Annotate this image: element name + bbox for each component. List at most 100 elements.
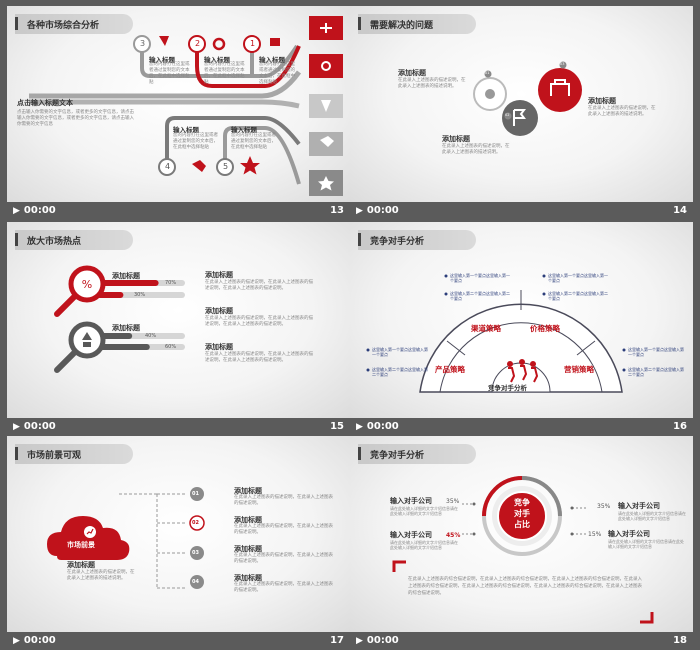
company-pct: 15% <box>588 531 602 538</box>
time-label: 00:00 <box>366 635 399 646</box>
item-title: 添加标题 <box>234 487 262 495</box>
slide-thumb-16[interactable]: 竞争对手分析 产品策略 渠道策略 价格策略 营销策略 竞争对手分析 这里输入第一… <box>350 222 693 436</box>
summary-text: 在此录入上述图表的综合描述说明，在此录入上述图表的综合描述说明，在此录入上述图表… <box>408 577 642 596</box>
share-ring <box>392 476 654 624</box>
slide-title: 竞争对手分析 <box>370 237 425 247</box>
slide-15: 放大市场热点 % 添加标题 70% 30% 添加标题 40% 60% 添加标题 … <box>7 222 350 418</box>
time-label: 00:00 <box>23 205 56 216</box>
cloud-title: 添加标题 <box>67 561 95 569</box>
company-pct: 35% <box>597 503 611 510</box>
company-pct: 45% <box>446 532 461 539</box>
slide-14: 需要解决的问题 01 02 03 添加标题 在此录入上述图表的描述说明，在此录入… <box>350 6 693 202</box>
slide-footer: ▶ 00:00 13 <box>7 202 350 220</box>
tab-icon-1 <box>320 23 332 33</box>
problem-diagram <box>473 61 582 136</box>
play-icon: ▶ <box>356 206 363 216</box>
item-title-highlight: 添加标题 <box>588 97 616 105</box>
title-bar <box>358 444 476 464</box>
title-bar <box>358 230 476 250</box>
company-title: 输入对手公司 <box>390 497 432 505</box>
item-title: 添加标题 <box>398 69 426 77</box>
slide-number: 15 <box>330 421 344 432</box>
slide-title: 市场前景可观 <box>27 451 82 461</box>
time-label: 00:00 <box>366 421 399 432</box>
lead-body: 点击输入你需要的文字信息，或者更多的文字信息，请点击输入你需要的文字信息，或者更… <box>17 110 134 127</box>
slide-number: 13 <box>330 205 344 216</box>
tab-tag-icon <box>320 136 334 147</box>
play-icon: ▶ <box>13 636 20 646</box>
item-title: 添加标题 <box>205 271 233 279</box>
item-title: 添加标题 <box>205 307 233 315</box>
company-pct: 35% <box>446 498 460 505</box>
item-title: 添加标题 <box>205 343 233 351</box>
time-label: 00:00 <box>23 421 56 432</box>
slide-16: 竞争对手分析 产品策略 渠道策略 价格策略 营销策略 竞争对手分析 这里输入第一… <box>350 222 693 418</box>
slide-footer: ▶ 00:00 18 <box>350 632 693 650</box>
time-label: 00:00 <box>23 635 56 646</box>
slide-footer: ▶ 00:00 14 <box>350 202 693 220</box>
slide-title: 放大市场热点 <box>27 237 82 247</box>
time-label: 00:00 <box>366 205 399 216</box>
cloud-tree <box>47 487 205 589</box>
slide-18: 竞争对手分析 竞争 对手 占比 输入对手公司 35% 请在此处输入详细的文字介绍… <box>350 436 693 632</box>
item-title: 添加标题 <box>442 135 470 143</box>
company-title-highlight: 输入对手公司 <box>390 531 432 539</box>
step-num-5: 5 <box>222 162 229 171</box>
title-bar <box>15 14 133 34</box>
slide-13: 各种市场综合分析 <box>7 6 350 202</box>
lead-title: 点击输入标题文本 <box>17 99 73 107</box>
item-title: 添加标题 <box>234 545 262 553</box>
bar-title: 添加标题 <box>112 272 140 280</box>
item-title: 输入标题 <box>173 126 199 134</box>
gear-icon <box>212 37 226 51</box>
tab-pen-icon <box>321 100 331 112</box>
percent-icon: % <box>82 278 92 291</box>
slide-number: 18 <box>673 635 687 646</box>
progress-bar-60 <box>97 344 150 350</box>
play-icon: ▶ <box>356 636 363 646</box>
slide-title: 竞争对手分析 <box>370 451 425 461</box>
segment-channel: 渠道策略 <box>471 324 501 333</box>
slide-title: 需要解决的问题 <box>370 21 434 31</box>
route-diagram <box>29 16 343 196</box>
slide-footer: ▶ 00:00 17 <box>7 632 350 650</box>
trophy-icon <box>485 89 495 99</box>
step-num-2: 2 <box>194 39 201 48</box>
tab-gear-icon <box>321 61 331 71</box>
item-title: 输入标题 <box>259 56 285 64</box>
title-bar <box>15 444 133 464</box>
slide-thumb-15[interactable]: 放大市场热点 % 添加标题 70% 30% 添加标题 40% 60% 添加标题 … <box>7 222 350 436</box>
item-title-highlight: 添加标题 <box>234 516 262 524</box>
slide-number: 14 <box>673 205 687 216</box>
slide-thumb-17[interactable]: 市场前景可观 市场前景 添加标题 在此录入上述图表的描述说明，在此录入上述图表的… <box>7 436 350 650</box>
strategy-fan <box>366 274 626 393</box>
title-bar <box>15 230 133 250</box>
slide-number: 17 <box>330 635 344 646</box>
center-label: 竞争 对手 占比 <box>514 498 530 529</box>
title-bar <box>358 14 476 34</box>
slide-thumb-18[interactable]: 竞争对手分析 竞争 对手 占比 输入对手公司 35% 请在此处输入详细的文字介绍… <box>350 436 693 650</box>
star-icon <box>240 156 260 175</box>
tag-icon <box>192 160 206 172</box>
step-num-1: 1 <box>249 39 256 48</box>
slide-footer: ▶ 00:00 16 <box>350 418 693 436</box>
slide-footer: ▶ 00:00 15 <box>7 418 350 436</box>
item-title: 输入标题 <box>231 126 257 134</box>
pen-icon <box>159 36 169 46</box>
slide-17: 市场前景可观 市场前景 添加标题 在此录入上述图表的描述说明，在此录入上述图表的… <box>7 436 350 632</box>
gate-icon <box>550 79 570 96</box>
step-num-4: 4 <box>164 162 171 171</box>
tab-star-icon <box>318 176 334 191</box>
segment-product: 产品策略 <box>435 365 465 374</box>
slide-thumb-13[interactable]: 各种市场综合分析 <box>7 6 350 220</box>
play-icon: ▶ <box>13 422 20 432</box>
segment-marketing: 营销策略 <box>564 365 594 374</box>
center-label: 竞争对手分析 <box>488 384 527 392</box>
item-title: 添加标题 <box>234 574 262 582</box>
slide-number: 16 <box>673 421 687 432</box>
item-title: 输入标题 <box>149 56 175 64</box>
slide-thumb-14[interactable]: 需要解决的问题 01 02 03 添加标题 在此录入上述图表的描述说明，在此录入… <box>350 6 693 220</box>
progress-bar-40 <box>97 333 133 339</box>
bar-title: 添加标题 <box>112 324 140 332</box>
company-title: 输入对手公司 <box>608 530 650 538</box>
